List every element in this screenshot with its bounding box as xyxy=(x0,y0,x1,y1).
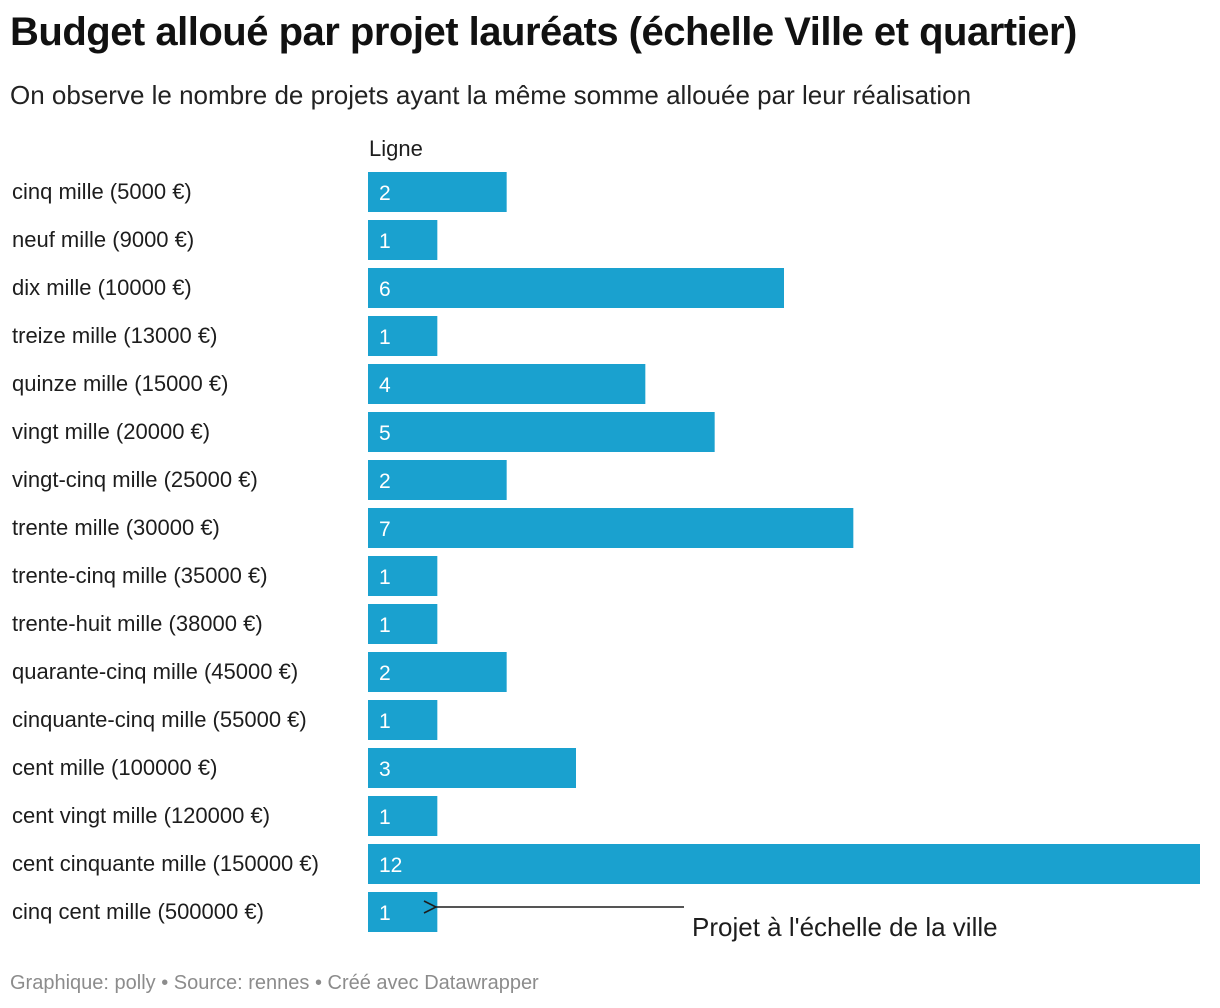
bar xyxy=(368,172,507,212)
bar-chart: Ligne cinq mille (5000 €) 2 neuf mille (90… xyxy=(12,136,1200,942)
category-label: neuf mille (9000 €) xyxy=(12,227,194,252)
category-label: cent mille (100000 €) xyxy=(12,755,217,780)
category-label: vingt mille (20000 €) xyxy=(12,419,210,444)
bar-value-label: 2 xyxy=(379,470,391,493)
category-label: quinze mille (15000 €) xyxy=(12,371,228,396)
bar-value-label: 1 xyxy=(379,902,391,925)
category-label: treize mille (13000 €) xyxy=(12,323,217,348)
bar xyxy=(368,844,1200,884)
bar-value-label: 5 xyxy=(379,422,391,445)
category-label: vingt-cinq mille (25000 €) xyxy=(12,467,258,492)
bar xyxy=(368,412,715,452)
bar-value-label: 7 xyxy=(379,518,391,541)
bar xyxy=(368,460,507,500)
bar xyxy=(368,604,438,644)
category-label: dix mille (10000 €) xyxy=(12,275,192,300)
bar xyxy=(368,700,438,740)
chart-subtitle: On observe le nombre de projets ayant la… xyxy=(10,80,972,110)
category-label: cinq cent mille (500000 €) xyxy=(12,899,264,924)
chart-title: Budget alloué par projet lauréats (échel… xyxy=(10,10,1077,54)
category-label: cinquante-cinq mille (55000 €) xyxy=(12,707,307,732)
bar-value-label: 6 xyxy=(379,278,391,301)
bar xyxy=(368,796,438,836)
bar-value-label: 3 xyxy=(379,758,391,781)
bars-group: cinq mille (5000 €) 2 neuf mille (9000 €) 1… xyxy=(12,172,1200,932)
bar-value-label: 1 xyxy=(379,326,391,349)
bar-value-label: 1 xyxy=(379,566,391,589)
annotation-group: Projet à l'échelle de la ville xyxy=(436,907,998,942)
bar xyxy=(368,268,784,308)
bar xyxy=(368,508,854,548)
bar-value-label: 1 xyxy=(379,230,391,253)
bar-value-label: 1 xyxy=(379,806,391,829)
bar xyxy=(368,220,438,260)
chart-footer: Graphique: polly • Source: rennes • Créé… xyxy=(10,972,539,994)
category-label: cent cinquante mille (150000 €) xyxy=(12,851,319,876)
bar xyxy=(368,748,576,788)
bar-value-label: 12 xyxy=(379,854,402,877)
bar-value-label: 1 xyxy=(379,614,391,637)
category-label: cinq mille (5000 €) xyxy=(12,179,192,204)
bar-value-label: 1 xyxy=(379,710,391,733)
bar-value-label: 2 xyxy=(379,182,391,205)
category-label: trente-cinq mille (35000 €) xyxy=(12,563,268,588)
annotation-label: Projet à l'échelle de la ville xyxy=(692,912,998,942)
bar xyxy=(368,556,438,596)
bar xyxy=(368,316,438,356)
category-label: cent vingt mille (120000 €) xyxy=(12,803,270,828)
category-label: trente-huit mille (38000 €) xyxy=(12,611,263,636)
category-label: quarante-cinq mille (45000 €) xyxy=(12,659,298,684)
bar-value-label: 4 xyxy=(379,374,391,397)
category-label: trente mille (30000 €) xyxy=(12,515,220,540)
column-header: Ligne xyxy=(369,136,423,161)
bar xyxy=(368,364,646,404)
bar xyxy=(368,652,507,692)
bar-value-label: 2 xyxy=(379,662,391,685)
